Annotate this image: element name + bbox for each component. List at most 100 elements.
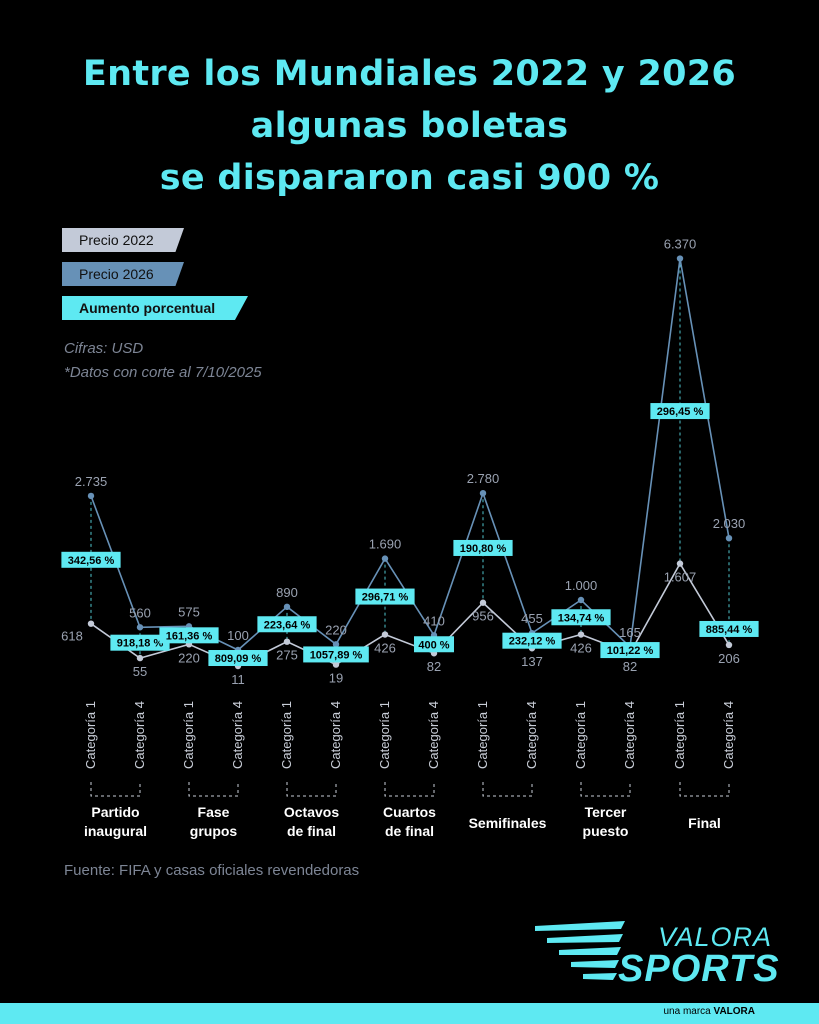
point-2022 [381, 631, 389, 638]
point-2026 [332, 641, 340, 648]
title-line-3: se dispararon casi 900 % [159, 158, 660, 198]
chart-title: Entre los Mundiales 2022 y 2026 algunas … [0, 48, 819, 204]
label-2022: 19 [329, 671, 343, 686]
percent-tag: 1057,89 % [310, 649, 363, 661]
group-bracket [188, 782, 239, 797]
point-2026 [87, 492, 95, 500]
label-2022: 220 [178, 650, 200, 665]
percent-tag-bg [414, 636, 454, 653]
percent-tag-bg [699, 620, 759, 637]
category-label: Categoría 4 [328, 701, 343, 769]
group-label: Final [688, 815, 721, 831]
percent-tag: 232,12 % [509, 636, 556, 648]
label-2022: 1.607 [664, 570, 697, 585]
percent-tag-bg [303, 646, 369, 663]
point-2026 [577, 596, 585, 604]
units-note: Cifras: USD [64, 340, 144, 357]
group-label: Semifinales [469, 815, 547, 831]
label-2026: 6.370 [664, 237, 697, 252]
label-2022: 426 [374, 641, 396, 656]
point-2022 [577, 631, 585, 638]
point-2026 [136, 624, 144, 631]
label-2026: 455 [521, 611, 543, 626]
label-2026: 220 [325, 622, 347, 637]
label-2022: 956 [472, 609, 494, 624]
valora-speed-lines-icon [535, 921, 625, 980]
group-label: Octavos [284, 804, 339, 820]
label-2026: 100 [227, 628, 249, 643]
category-label: Categoría 4 [426, 701, 441, 769]
legend-percent-increase: Aumento porcentual [62, 296, 248, 320]
label-2022: 82 [427, 659, 441, 674]
legend-price-2022: Precio 2022 [62, 228, 184, 252]
percent-tag: 101,22 % [607, 645, 654, 657]
category-label: Categoría 4 [622, 701, 637, 769]
percent-tag: 296,71 % [362, 592, 409, 604]
label-2026: 2.030 [713, 516, 746, 531]
label-2022: 618 [61, 629, 83, 644]
category-label: Categoría 4 [524, 701, 539, 769]
percent-tag-bg [650, 403, 710, 420]
category-label: Categoría 1 [83, 701, 98, 769]
title-line-2: algunas boletas [250, 106, 569, 146]
percent-tag-bg [502, 632, 562, 649]
percent-tag: 400 % [418, 639, 449, 651]
label-2026: 890 [276, 585, 298, 600]
label-2026: 575 [178, 604, 200, 619]
legend-price-2026: Precio 2026 [62, 262, 184, 286]
percent-tag: 342,56 % [68, 555, 115, 567]
logo-sports-text: SPORTS [618, 948, 780, 990]
group-bracket [90, 782, 141, 797]
point-2026 [479, 490, 487, 497]
line-chart: 2.735 618 560 55 575 220 100 11 890 275 220 19 1.690… [61, 237, 759, 839]
percent-tag-bg [110, 634, 170, 651]
label-2022: 426 [570, 641, 592, 656]
category-label: Categoría 4 [132, 701, 147, 769]
category-label: Categoría 1 [475, 701, 490, 769]
percent-tag-bg [208, 650, 268, 667]
label-2026: 410 [423, 613, 445, 628]
category-label: Categoría 1 [279, 701, 294, 769]
percent-tag-bg [257, 616, 317, 633]
group-bracket [482, 782, 533, 797]
point-2026 [676, 255, 684, 262]
label-2022: 275 [276, 648, 298, 663]
percent-tag-bg [551, 609, 611, 626]
point-2026 [725, 535, 733, 542]
group-label: puesto [583, 823, 629, 839]
label-2026: 2.735 [75, 474, 108, 489]
point-2022 [283, 638, 291, 645]
group-label: de final [287, 823, 336, 839]
label-2022: 206 [718, 651, 740, 666]
percent-tag-bg [600, 642, 660, 659]
title-line-1: Entre los Mundiales 2022 y 2026 [82, 54, 737, 94]
label-2022: 137 [521, 654, 543, 669]
group-label: Fase [198, 804, 230, 820]
source-note: Fuente: FIFA y casas oficiales revendedo… [64, 862, 360, 879]
percent-tag: 296,45 % [657, 406, 704, 418]
group-label: Partido [91, 804, 139, 820]
point-2026 [381, 555, 389, 562]
percent-tag: 885,44 % [706, 624, 753, 636]
point-2022 [332, 661, 340, 668]
group-label: de final [385, 823, 434, 839]
group-label: Tercer [585, 804, 627, 820]
group-bracket [679, 782, 730, 797]
category-label: Categoría 1 [181, 701, 196, 769]
group-label: inaugural [84, 823, 147, 839]
percent-tag-bg [355, 588, 415, 605]
label-2026: 560 [129, 605, 151, 620]
point-2026 [283, 603, 291, 611]
label-2026: 2.780 [467, 471, 500, 486]
footer-brand: VALORA [713, 1006, 755, 1017]
label-2022: 55 [133, 664, 147, 679]
label-2026: 1.000 [565, 578, 598, 593]
label-2022: 82 [623, 659, 637, 674]
percent-tag: 134,74 % [558, 612, 605, 624]
percent-tag: 223,64 % [264, 619, 311, 631]
percent-tag-bg [159, 627, 219, 644]
category-label: Categoría 1 [377, 701, 392, 769]
category-label: Categoría 4 [230, 701, 245, 769]
point-2022 [676, 560, 684, 567]
point-2022 [136, 654, 144, 662]
